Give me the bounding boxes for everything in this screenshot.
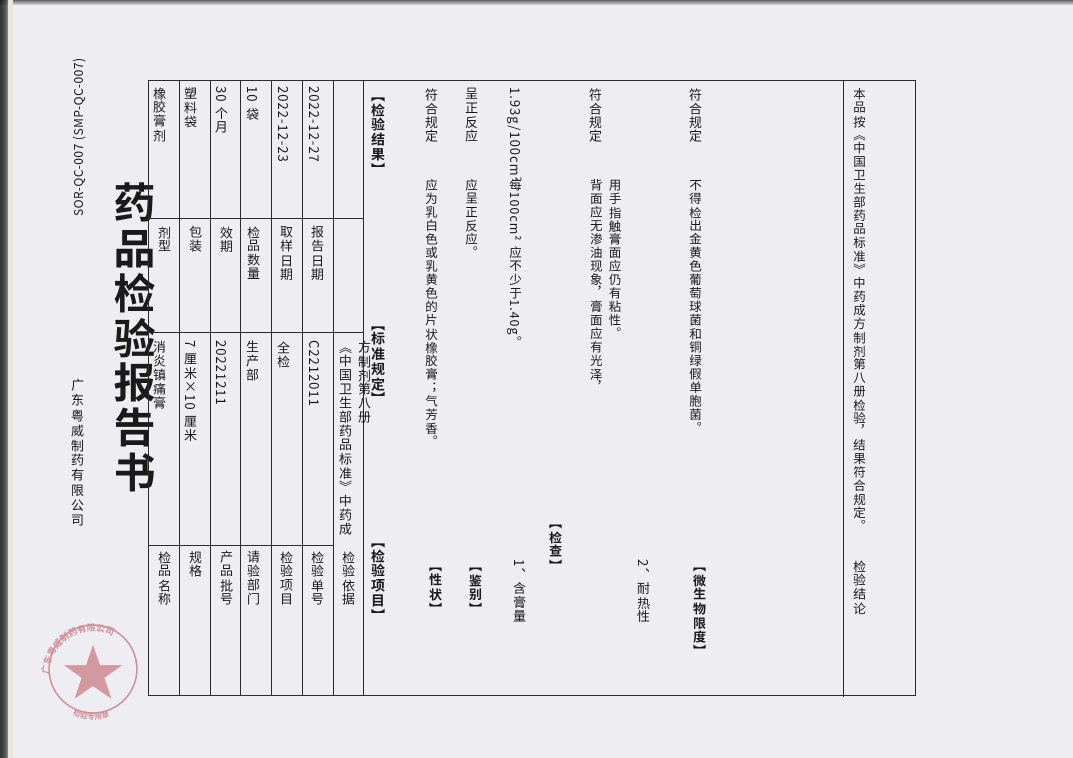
svg-text:检验专用章: 检验专用章 <box>71 707 111 722</box>
